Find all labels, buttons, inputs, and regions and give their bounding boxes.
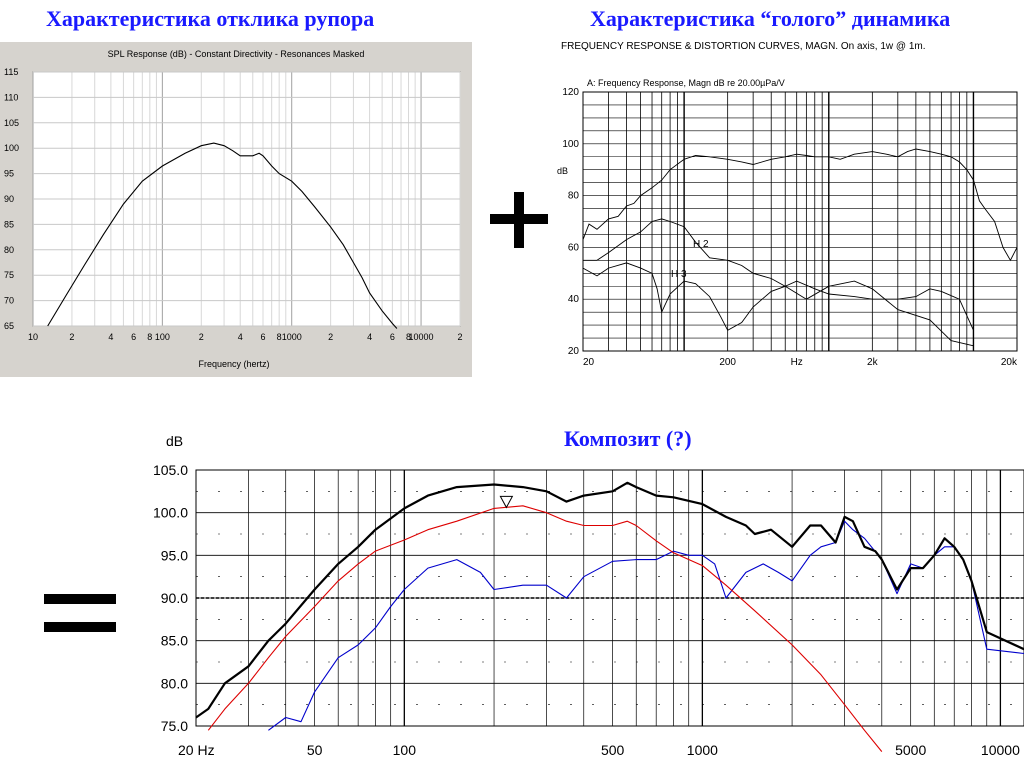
composite-series-lines — [195, 481, 1024, 752]
driver-y-tick-label: 80 — [568, 191, 580, 202]
driver-x-tick-label: Hz — [791, 357, 803, 368]
driver-x-tick-label: 2k — [867, 357, 879, 368]
driver-y-tick-label: 60 — [568, 242, 580, 253]
horn-response-panel: SPL Response (dB) - Constant Directivity… — [0, 42, 472, 377]
horn-x-tick-label: 2 — [457, 332, 462, 342]
driver-x-tick-label: 20k — [1001, 357, 1018, 368]
horn-y-tick-label: 65 — [4, 321, 14, 331]
composite-y-tick-label: 90.0 — [161, 590, 188, 606]
driver-harmonic-line-2 — [583, 218, 974, 331]
composite-x-tick-label: 1000 — [687, 742, 718, 758]
horn-x-tick-label: 2 — [328, 332, 333, 342]
peak-marker-icon — [499, 495, 514, 509]
horn-x-tick-label: 10000 — [409, 332, 434, 342]
horn-y-axis: 65 70 75 80 85 90 95 100 105 110 115 — [4, 67, 19, 331]
composite-heading: Композит (?) — [564, 426, 692, 451]
driver-y-tick-label: 40 — [568, 294, 580, 305]
driver-annotation-h2: H 2 — [693, 239, 709, 250]
horn-x-tick-label: 4 — [108, 332, 113, 342]
driver-y-axis-label: dB — [557, 166, 568, 176]
driver-harmonic-line-3 — [582, 262, 974, 347]
horn-y-tick-label: 90 — [4, 194, 14, 204]
horn-grid — [32, 71, 461, 327]
driver-series-lines — [582, 148, 1018, 347]
horn-response-line — [47, 142, 398, 329]
horn-x-tick-label: 10 — [28, 332, 38, 342]
horn-chart-title: SPL Response (dB) - Constant Directivity… — [108, 49, 365, 59]
horn-x-tick-label: 6 — [390, 332, 395, 342]
plus-icon — [490, 192, 548, 248]
composite-y-tick-label: 75.0 — [161, 718, 188, 734]
horn-response-heading: Характеристика отклика рупора — [46, 6, 375, 31]
equals-icon — [44, 594, 116, 632]
horn-x-tick-label: 2 — [69, 332, 74, 342]
horn-x-tick-label: 4 — [367, 332, 372, 342]
driver-annotation-h3: H 3 — [671, 269, 687, 280]
horn-y-tick-label: 100 — [4, 143, 19, 153]
horn-x-tick-label: 4 — [238, 332, 243, 342]
composite-y-axis: 75.0 80.0 85.0 90.0 95.0 100.0 105.0 — [153, 462, 188, 734]
horn-y-tick-label: 110 — [4, 92, 18, 102]
driver-response-chart: FREQUENCY RESPONSE & DISTORTION CURVES, … — [557, 41, 1018, 368]
horn-x-tick-label: 6 — [261, 332, 266, 342]
composite-grid — [195, 469, 1024, 727]
driver-y-tick-label: 120 — [562, 87, 579, 98]
composite-x-tick-label: 20 Hz — [178, 742, 215, 758]
horn-y-tick-label: 70 — [4, 296, 14, 306]
horn-y-tick-label: 105 — [4, 118, 19, 128]
composite-horn-line — [207, 505, 883, 752]
horn-y-tick-label: 80 — [4, 245, 14, 255]
composite-y-tick-label: 85.0 — [161, 633, 188, 649]
driver-response-line — [582, 148, 1018, 262]
driver-y-axis: 20 40 60 80 100 120 — [562, 87, 579, 357]
driver-x-tick-label: 200 — [719, 357, 736, 368]
composite-y-tick-label: 105.0 — [153, 462, 188, 478]
horn-y-tick-label: 95 — [4, 169, 14, 179]
driver-grid — [582, 91, 1018, 352]
composite-y-tick-label: 100.0 — [153, 505, 188, 521]
composite-y-axis-label: dB — [166, 433, 183, 449]
composite-x-tick-label: 50 — [307, 742, 323, 758]
driver-chart-subtitle: A: Frequency Response, Magn dB re 20.00µ… — [587, 78, 785, 88]
driver-y-tick-label: 100 — [562, 139, 579, 150]
horn-x-tick-label: 2 — [199, 332, 204, 342]
composite-y-tick-label: 80.0 — [161, 675, 188, 691]
horn-y-tick-label: 75 — [4, 270, 14, 280]
composite-x-axis: 20 Hz 50 100 500 1000 5000 10000 — [178, 742, 1020, 758]
horn-x-axis-label: Frequency (hertz) — [198, 359, 269, 369]
horn-y-tick-label: 115 — [4, 67, 18, 77]
composite-x-tick-label: 5000 — [895, 742, 926, 758]
composite-x-tick-label: 100 — [393, 742, 417, 758]
composite-sum-line — [195, 481, 1024, 719]
composite-y-tick-label: 95.0 — [161, 547, 188, 563]
driver-x-axis: 20 200 Hz 2k 20k — [583, 357, 1018, 368]
horn-x-tick-label: 8 — [277, 332, 282, 342]
horn-x-tick-label: 1000 — [282, 332, 302, 342]
composite-x-tick-label: 500 — [601, 742, 625, 758]
horn-x-tick-label: 8 — [406, 332, 411, 342]
composite-driver-line — [268, 520, 1024, 731]
composite-x-tick-label: 10000 — [981, 742, 1020, 758]
driver-y-tick-label: 20 — [568, 346, 580, 357]
driver-chart-title: FREQUENCY RESPONSE & DISTORTION CURVES, … — [561, 41, 926, 52]
horn-x-tick-label: 100 — [155, 332, 170, 342]
driver-x-tick-label: 20 — [583, 357, 595, 368]
horn-y-tick-label: 85 — [4, 219, 14, 229]
horn-x-tick-label: 6 — [131, 332, 136, 342]
composite-chart: dB 75.0 80.0 85.0 90.0 95.0 100.0 105.0 20 Hz 5… — [153, 433, 1024, 758]
driver-response-heading: Характеристика “голого” динамика — [590, 6, 951, 31]
horn-x-tick-label: 8 — [147, 332, 152, 342]
horn-response-chart: SPL Response (dB) - Constant Directivity… — [4, 49, 463, 369]
